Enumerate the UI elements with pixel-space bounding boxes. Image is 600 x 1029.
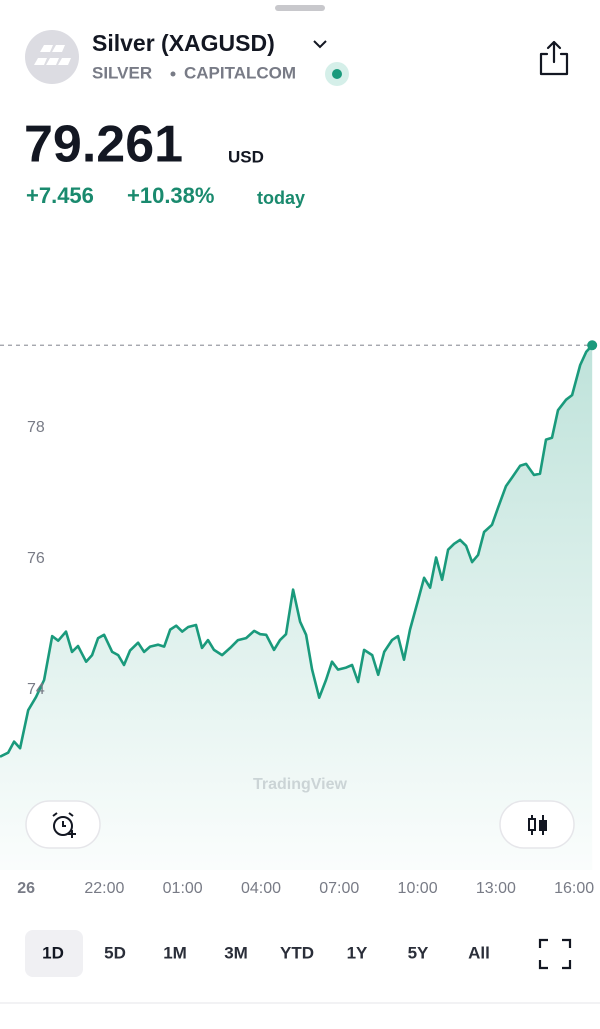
- y-tick-label: 74: [27, 681, 45, 698]
- y-tick-label: 76: [27, 550, 45, 567]
- alert-button[interactable]: [25, 800, 101, 849]
- timeframe-option[interactable]: 1Y: [347, 943, 368, 962]
- selected-timeframe-bg: [25, 930, 83, 977]
- chart-style-button[interactable]: [499, 800, 575, 849]
- change-period: today: [257, 188, 305, 208]
- share-button[interactable]: [539, 40, 569, 76]
- x-tick-label: 04:00: [241, 880, 281, 897]
- last-price-dot: [587, 340, 598, 351]
- symbol-logo: [25, 30, 79, 84]
- market-status-dot: [332, 69, 342, 79]
- x-tick-label: 07:00: [319, 880, 359, 897]
- symbol-title[interactable]: Silver (XAGUSD): [92, 30, 275, 56]
- x-tick-label: 22:00: [84, 880, 124, 897]
- timeframe-option[interactable]: YTD: [280, 943, 314, 962]
- dropdown-icon[interactable]: [313, 40, 327, 49]
- timeframe-bar: 1D 5D 1M 3M YTD 1Y 5Y All: [42, 943, 490, 962]
- separator-dot: [170, 71, 176, 77]
- x-tick-label: 26: [17, 880, 35, 897]
- price-line: [0, 344, 594, 758]
- market-label: SILVER: [92, 63, 152, 82]
- x-tick-label: 01:00: [163, 880, 203, 897]
- price: 79.261: [24, 116, 183, 174]
- fullscreen-button[interactable]: [538, 938, 572, 970]
- timeframe-option[interactable]: 5Y: [408, 943, 429, 962]
- timeframe-option[interactable]: 1M: [163, 943, 187, 962]
- price-chart[interactable]: TradingView7476782622:0001:0004:0007:001…: [0, 340, 600, 897]
- drag-handle[interactable]: [275, 5, 325, 11]
- timeframe-option[interactable]: 3M: [224, 943, 248, 962]
- x-tick-label: 13:00: [476, 880, 516, 897]
- change: +7.456: [26, 183, 94, 208]
- x-tick-label: 16:00: [554, 880, 594, 897]
- currency: USD: [228, 147, 264, 166]
- timeframe-option[interactable]: All: [468, 943, 490, 962]
- exchange-label: CAPITALCOM: [184, 63, 296, 82]
- timeframe-option[interactable]: 1D: [42, 943, 64, 962]
- y-tick-label: 78: [27, 419, 45, 436]
- timeframe-option[interactable]: 5D: [104, 943, 126, 962]
- change-percent: +10.38%: [127, 183, 214, 208]
- x-tick-label: 10:00: [398, 880, 438, 897]
